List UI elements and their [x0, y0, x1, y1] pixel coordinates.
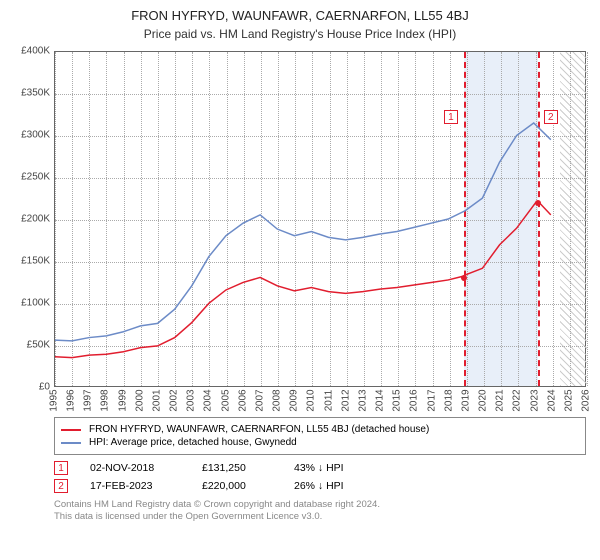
x-axis-label: 2020 — [478, 389, 489, 411]
x-axis-label: 2007 — [254, 389, 265, 411]
x-axis-label: 2010 — [306, 389, 317, 411]
x-axis-label: 2018 — [443, 389, 454, 411]
x-axis-label: 2013 — [357, 389, 368, 411]
datapoint-row: 2 17-FEB-2023 £220,000 26% ↓ HPI — [54, 479, 586, 493]
future-hatch — [560, 52, 587, 386]
x-axis-label: 1996 — [66, 389, 77, 411]
datapoint-marker: 2 — [54, 479, 68, 493]
x-axis-label: 2021 — [495, 389, 506, 411]
footer-line: Contains HM Land Registry data © Crown c… — [54, 499, 590, 511]
series-point — [461, 275, 467, 281]
x-axis-label: 1995 — [49, 389, 60, 411]
chart-subtitle: Price paid vs. HM Land Registry's House … — [10, 27, 590, 41]
y-axis-label: £50K — [27, 340, 50, 351]
y-axis-label: £400K — [21, 46, 50, 57]
x-axis-label: 2008 — [272, 389, 283, 411]
x-axis-label: 2019 — [460, 389, 471, 411]
datapoint-pct: 43% ↓ HPI — [294, 462, 344, 474]
marker-badge: 1 — [444, 110, 458, 124]
x-axis-label: 2003 — [186, 389, 197, 411]
marker-badge: 2 — [544, 110, 558, 124]
chart-title: FRON HYFRYD, WAUNFAWR, CAERNARFON, LL55 … — [10, 8, 590, 23]
y-axis-label: £250K — [21, 172, 50, 183]
footer-line: This data is licensed under the Open Gov… — [54, 511, 590, 523]
y-axis-label: £200K — [21, 214, 50, 225]
datapoint-date: 17-FEB-2023 — [90, 480, 180, 492]
x-axis-label: 2017 — [426, 389, 437, 411]
legend-item: HPI: Average price, detached house, Gwyn… — [61, 437, 579, 448]
datapoint-price: £131,250 — [202, 462, 272, 474]
y-axis-label: £300K — [21, 130, 50, 141]
datapoint-date: 02-NOV-2018 — [90, 462, 180, 474]
marker-line — [538, 52, 540, 386]
plot-wrap: £0£50K£100K£150K£200K£250K£300K£350K£400… — [10, 51, 590, 411]
x-axis-label: 2014 — [375, 389, 386, 411]
datapoint-pct: 26% ↓ HPI — [294, 480, 344, 492]
x-axis-label: 2016 — [409, 389, 420, 411]
x-axis-label: 1999 — [117, 389, 128, 411]
y-axis-label: £150K — [21, 256, 50, 267]
x-axis-label: 2001 — [151, 389, 162, 411]
datapoint-marker: 1 — [54, 461, 68, 475]
plot-area: 12 — [54, 51, 586, 387]
legend-swatch — [61, 429, 81, 431]
y-axis-label: £350K — [21, 88, 50, 99]
legend: FRON HYFRYD, WAUNFAWR, CAERNARFON, LL55 … — [54, 417, 586, 455]
datapoints-table: 1 02-NOV-2018 £131,250 43% ↓ HPI 2 17-FEB-202… — [54, 461, 586, 493]
x-axis-label: 2015 — [392, 389, 403, 411]
x-axis-label: 2006 — [237, 389, 248, 411]
legend-item: FRON HYFRYD, WAUNFAWR, CAERNARFON, LL55 … — [61, 424, 579, 435]
legend-label: FRON HYFRYD, WAUNFAWR, CAERNARFON, LL55 … — [89, 424, 429, 435]
x-axis-label: 2005 — [220, 389, 231, 411]
x-axis-label: 2002 — [169, 389, 180, 411]
footer-attribution: Contains HM Land Registry data © Crown c… — [54, 499, 590, 524]
x-axis-label: 2023 — [529, 389, 540, 411]
x-axis-label: 2011 — [323, 390, 334, 412]
x-axis-label: 2012 — [340, 389, 351, 411]
x-axis-label: 1998 — [100, 389, 111, 411]
y-axis-label: £100K — [21, 298, 50, 309]
x-axis-label: 2022 — [512, 389, 523, 411]
x-axis-label: 2009 — [289, 389, 300, 411]
series-point — [535, 200, 541, 206]
x-axis-label: 2026 — [581, 389, 592, 411]
marker-line — [464, 52, 466, 386]
x-axis-label: 2000 — [134, 389, 145, 411]
legend-label: HPI: Average price, detached house, Gwyn… — [89, 437, 297, 448]
x-axis-label: 2025 — [563, 389, 574, 411]
x-axis-label: 2004 — [203, 389, 214, 411]
chart-container: FRON HYFRYD, WAUNFAWR, CAERNARFON, LL55 … — [0, 0, 600, 530]
datapoint-price: £220,000 — [202, 480, 272, 492]
datapoint-row: 1 02-NOV-2018 £131,250 43% ↓ HPI — [54, 461, 586, 475]
x-axis-label: 1997 — [83, 389, 94, 411]
legend-swatch — [61, 442, 81, 444]
x-axis-label: 2024 — [546, 389, 557, 411]
